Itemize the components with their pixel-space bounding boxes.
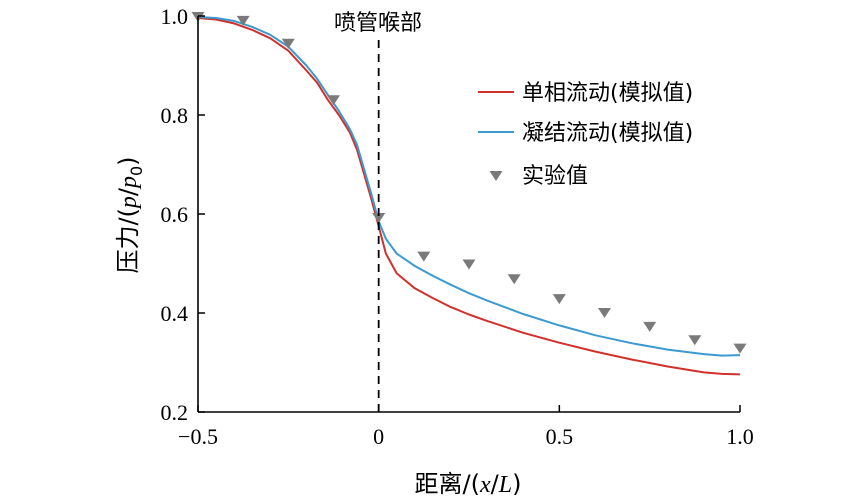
legend-marker-experimental: [489, 171, 503, 181]
legend-label-condensation: 凝结流动(模拟值): [522, 121, 693, 146]
experimental-marker: [281, 38, 295, 49]
x-tick-label: −0.5: [178, 424, 218, 449]
experimental-marker: [733, 343, 747, 354]
experimental-marker: [688, 335, 702, 346]
experimental-marker: [417, 251, 431, 262]
axes-layer: −0.5 0 0.5 1.0 0.2 0.4 0.6 0.8 1.0: [161, 4, 754, 449]
nozzle-throat-annotation: 喷管喉部: [334, 11, 422, 36]
series-line-0: [197, 17, 741, 376]
experimental-marker: [643, 321, 657, 332]
y-tick-label: 0.4: [161, 301, 189, 326]
x-axis-title: 距离/(x/L): [415, 470, 522, 498]
experimental-marker: [598, 308, 611, 318]
experimental-marker: [507, 274, 521, 285]
x-tick-label: 0: [373, 424, 384, 449]
experimental-marker: [372, 213, 386, 223]
x-tick-label: 0.5: [546, 424, 574, 449]
y-axis-title: 压力/(p/p0): [114, 156, 146, 273]
y-tick-label: 0.8: [161, 103, 189, 128]
experimental-marker: [327, 95, 340, 106]
experimental-marker: [236, 15, 250, 26]
legend-label-single-phase: 单相流动(模拟值): [522, 81, 693, 106]
experimental-marker: [552, 294, 566, 305]
y-tick-label: 1.0: [161, 4, 189, 29]
x-tick-label: 1.0: [726, 424, 754, 449]
y-tick-label: 0.6: [161, 202, 189, 227]
experimental-marker: [462, 259, 476, 270]
legend: 单相流动(模拟值) 凝结流动(模拟值) 实验值: [478, 81, 693, 189]
series-layer: [191, 12, 747, 376]
y-tick-label: 0.2: [161, 400, 189, 425]
legend-label-experimental: 实验值: [522, 164, 588, 189]
series-line-1: [197, 16, 741, 357]
